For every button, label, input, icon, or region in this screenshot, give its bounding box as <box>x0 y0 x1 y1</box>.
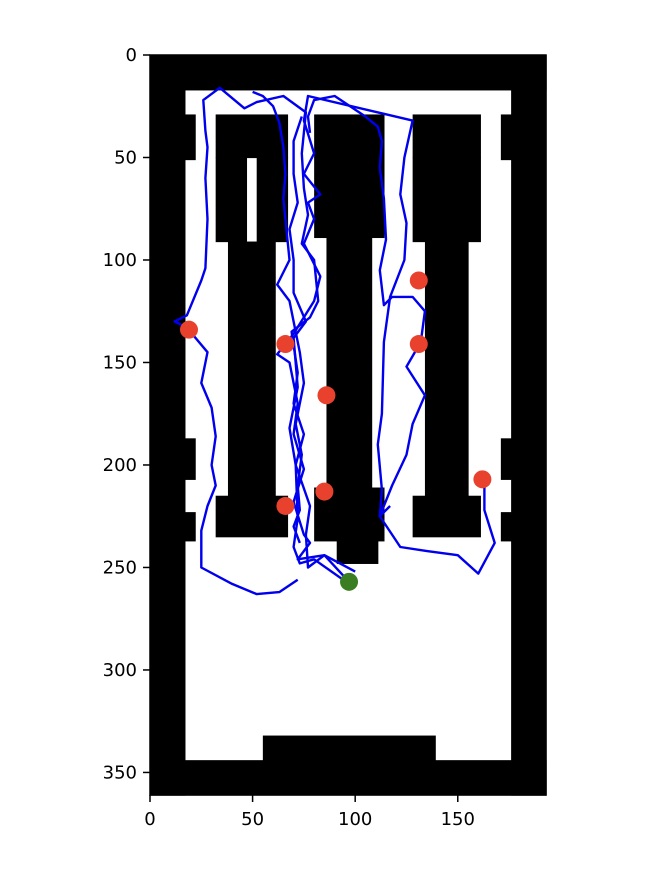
obstacle-26 <box>412 495 481 538</box>
start-point-0 <box>340 572 359 591</box>
x-tick-label-1: 50 <box>241 809 264 830</box>
trajectory-lines <box>173 86 496 596</box>
goals-point-0 <box>409 271 428 290</box>
y-axis: 0 50 100 150 200 250 300 350 <box>103 45 150 783</box>
goals-point-5 <box>473 470 492 489</box>
obstacle-24 <box>468 157 481 243</box>
y-tick-label-0: 0 <box>126 45 137 66</box>
x-tick-label-0: 0 <box>144 809 155 830</box>
obstacle-21 <box>336 540 379 564</box>
obstacle-12 <box>215 157 248 243</box>
obstacle-5 <box>500 114 512 161</box>
obstacle-4 <box>184 114 196 161</box>
y-tick-label-6: 300 <box>103 660 137 681</box>
goals-point-7 <box>276 496 295 515</box>
trajectory-line-4 <box>252 90 306 544</box>
y-tick-label-5: 250 <box>103 557 137 578</box>
goals-point-2 <box>276 335 295 354</box>
trajectory-line-3 <box>306 94 427 518</box>
obstacle-16 <box>314 114 385 159</box>
goals-point-4 <box>317 386 336 405</box>
obstacle-10 <box>262 735 436 761</box>
obstacle-11 <box>215 114 289 159</box>
y-tick-label-1: 50 <box>114 147 137 168</box>
obstacle-8 <box>184 512 196 542</box>
y-tick-label-3: 150 <box>103 352 137 373</box>
trajectory-line-1 <box>173 86 356 596</box>
obstacle-14 <box>227 241 276 497</box>
plot-frame <box>149 54 547 796</box>
obstacle-3 <box>511 55 547 796</box>
y-tick-label-4: 200 <box>103 455 137 476</box>
goals-point-6 <box>315 482 334 501</box>
obstacle-0 <box>150 55 547 91</box>
occupancy-map <box>150 55 547 796</box>
obstacle-9 <box>500 512 512 542</box>
y-tick-label-7: 350 <box>103 762 137 783</box>
obstacle-6 <box>184 438 196 480</box>
obstacle-7 <box>500 438 512 480</box>
trajectory-line-2 <box>288 116 350 585</box>
obstacle-19 <box>326 157 373 489</box>
obstacle-22 <box>412 114 481 159</box>
obstacle-1 <box>150 760 547 796</box>
x-tick-label-3: 150 <box>441 809 475 830</box>
x-tick-label-2: 100 <box>338 809 372 830</box>
goals-point-3 <box>409 335 428 354</box>
markers <box>179 271 492 591</box>
obstacle-25 <box>424 157 469 497</box>
obstacle-15 <box>215 495 289 538</box>
goals-point-1 <box>179 320 198 339</box>
obstacle-23 <box>412 157 426 243</box>
obstacle-2 <box>150 55 186 796</box>
y-tick-label-2: 100 <box>103 250 137 271</box>
obstacle-18 <box>371 157 385 239</box>
obstacle-17 <box>314 157 328 239</box>
x-axis: 0 50 100 150 <box>144 795 475 830</box>
